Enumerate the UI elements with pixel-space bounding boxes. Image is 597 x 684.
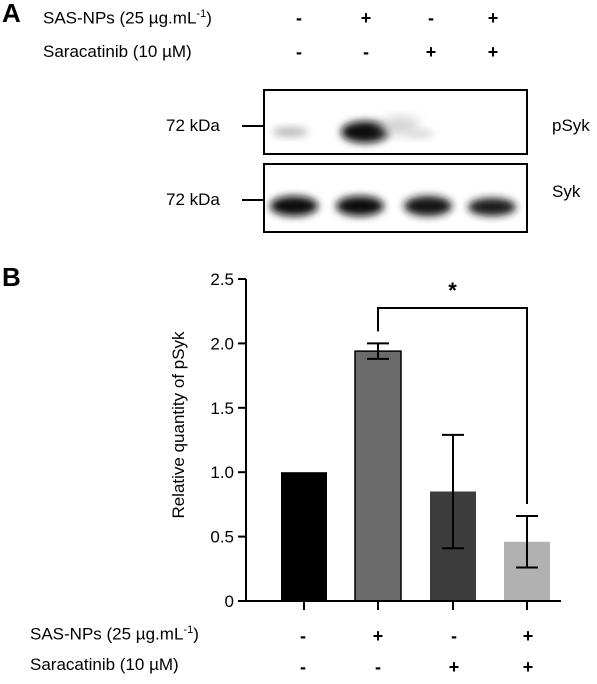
panel-b-saracatinib-sign: + <box>448 657 460 677</box>
panel-b-saracatinib-sign: - <box>300 657 306 677</box>
panel-a-sasnp-label-sup: -1 <box>196 8 207 20</box>
syk-protein-label: Syk <box>552 182 581 201</box>
syk-blot <box>242 163 528 233</box>
panel-b-saracatinib-sign: - <box>375 657 381 677</box>
psyk-protein-label: pSyk <box>552 116 590 135</box>
panel-b-saracatinib-label: Saracatinib (10 µM) <box>30 655 179 674</box>
panel-a-sasnp-label: SAS-NPs (25 µg.mL-1) <box>43 8 212 29</box>
panel-a-sasnp-label-text: SAS-NPs (25 µg.mL <box>43 8 197 28</box>
bar <box>281 472 327 601</box>
panel-b-sasnp-sign: + <box>522 626 534 646</box>
syk-marker-label: 72 kDa <box>166 190 220 209</box>
panel-b-saracatinib-sign: + <box>522 657 534 677</box>
panel-b-sasnp-label-text: SAS-NPs (25 µg.mL <box>30 624 184 644</box>
y-tick-label: 1.0 <box>210 463 234 482</box>
psyk-marker-label: 72 kDa <box>166 116 220 135</box>
psyk-band-lane1 <box>272 127 308 137</box>
syk-band-lane2 <box>336 196 384 216</box>
panel-a-saracatinib-sign: - <box>296 42 302 62</box>
y-tick-label: 2.0 <box>210 334 234 353</box>
panel-b-sasnp-label-sup: -1 <box>183 624 194 636</box>
panel-a-saracatinib-sign: + <box>487 42 499 62</box>
y-tick-label: 0.5 <box>210 528 234 547</box>
panel-a-letter: A <box>2 0 21 28</box>
y-axis-label: Relative quantity of pSyk <box>169 331 188 519</box>
panel-a-saracatinib-label: Saracatinib (10 µM) <box>43 42 192 61</box>
significance-bracket: * <box>377 278 528 504</box>
panel-a-sasnp-sign: - <box>428 8 434 28</box>
panel-a-sasnp-sign: + <box>360 8 372 28</box>
y-axis-ticks: 0 0.5 1.0 1.5 2.0 2.5 <box>210 270 246 610</box>
panel-a-sasnp-sign: - <box>296 8 302 28</box>
bar-chart: Relative quantity of pSyk 0 0.5 1.0 1.5 2.0 2… <box>169 270 561 610</box>
psyk-band-lane3 <box>406 130 434 138</box>
y-tick-label: 0 <box>225 592 234 610</box>
panel-b-letter: B <box>2 262 21 292</box>
panel-a-sasnp-sign: + <box>487 8 499 28</box>
panel-b-sasnp-sign: + <box>372 626 384 646</box>
panel-a-sasnp-label-end: ) <box>206 8 212 28</box>
panel-b-sasnp-sign: - <box>300 626 306 646</box>
significance-line <box>377 307 528 504</box>
panel-a-saracatinib-sign: + <box>425 42 437 62</box>
bars <box>281 350 550 602</box>
psyk-band-lane2 <box>341 121 389 143</box>
syk-band-lane1 <box>270 196 318 216</box>
significance-star: * <box>448 278 457 303</box>
panel-a-saracatinib-sign: - <box>363 42 369 62</box>
bar <box>354 350 402 602</box>
western-blot-figure <box>242 89 528 233</box>
panel-b-sasnp-label: SAS-NPs (25 µg.mL-1) <box>30 624 199 645</box>
psyk-smear-lane2 <box>380 118 420 134</box>
error-bars <box>367 342 538 569</box>
panel-b-sasnp-sign: - <box>451 626 457 646</box>
panel-b-sasnp-label-end: ) <box>193 624 199 644</box>
y-tick-label: 1.5 <box>210 399 234 418</box>
x-axis-ticks <box>303 601 528 610</box>
psyk-blot <box>242 89 528 155</box>
syk-band-lane3 <box>404 196 452 216</box>
syk-band-lane4 <box>468 198 516 216</box>
y-tick-label: 2.5 <box>210 270 234 289</box>
